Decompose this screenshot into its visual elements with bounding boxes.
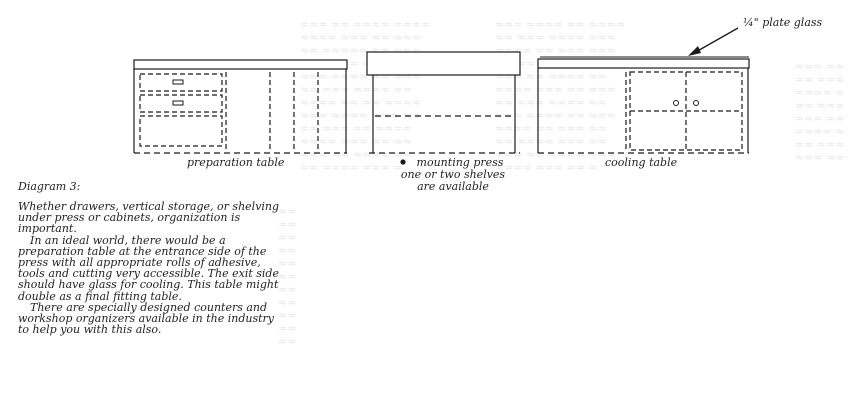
bleed-through-text-left: ≈≈≈ ≈≈ ≈≈≈≈ ≈≈≈≈ ≈≈≈≈ ≈≈≈ ≈≈ ≈≈≈ ≈≈ ≈≈≈≈≈ … [300,18,430,174]
cooling-table [537,56,750,154]
diagram-title: Diagram 3: [18,180,81,193]
bullet-icon [400,159,406,165]
bleed-through-text-lower: ≈≈ ≈≈ ≈≈ ≈≈ ≈≈ ≈≈ ≈≈ ≈≈ ≈≈ ≈≈ ≈≈ [278,205,297,348]
cooling-table-caption: cooling table [605,156,678,169]
preparation-table [133,59,348,154]
bleed-through-text-center: ≈≈≈ ≈≈≈≈ ≈≈ ≈≈≈≈ ≈≈ ≈≈≈ ≈≈≈≈ ≈≈≈ ≈≈≈≈ ≈≈ ≈… [495,18,626,174]
preparation-table-caption: preparation table [187,156,285,169]
mounting-press-table [366,51,521,154]
description-paragraph-2: In an ideal world, there would be a prep… [18,233,279,303]
description-paragraph-3: There are specially designed counters an… [18,300,275,337]
description-paragraph-1: Whether drawers, vertical storage, or sh… [18,200,280,236]
mounting-caption-line2: one or two shelves [400,168,506,181]
bleed-through-text-right: ≈≈≈ ≈≈ ≈≈ ≈≈≈ ≈≈≈≈ ≈ ≈≈ ≈≈≈ ≈≈≈ ≈≈ ≈≈≈≈ ≈ ≈≈ … [795,60,845,164]
glass-label: ¼" plate glass [743,16,823,29]
diagram-description: Whether drawers, vertical storage, or sh… [18,201,288,335]
mounting-press-caption: mounting press one or two shelves are av… [393,157,513,193]
glass-pointer-arrow [688,27,739,56]
mounting-caption-line1: mounting press [416,156,504,169]
mounting-caption-line3: are available [417,180,489,193]
